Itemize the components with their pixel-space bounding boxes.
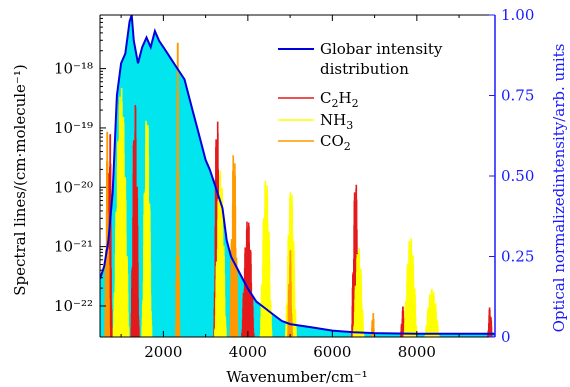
y-left-tick-label: 10⁻²¹	[54, 238, 93, 256]
band-CO-2	[229, 155, 239, 337]
right-y-axis-title: Optical normalizedintensity/arb. units	[550, 44, 568, 333]
legend-label-co2: CO2	[320, 132, 351, 153]
y-right-tick-label: 0	[501, 328, 511, 346]
legend: Globar intensity distribution C2H2 NH3 C…	[278, 40, 443, 153]
y-left-tick-label: 10⁻²⁰	[54, 178, 93, 196]
y-left-tick-label: 10⁻¹⁸	[54, 60, 93, 78]
left-y-axis-title: Spectral lines/(cm·molecule⁻¹)	[11, 64, 29, 295]
plot-area	[100, 15, 495, 337]
y-right-tick-label: 0.75	[501, 87, 534, 105]
legend-label-nh3: NH3	[320, 111, 353, 132]
y-left-tick-label: 10⁻²²	[54, 297, 93, 315]
x-axis-ticks: 2000 4000 6000 8000	[120, 15, 460, 361]
y-right-tick-label: 0.50	[501, 167, 534, 185]
x-tick-label: 8000	[398, 343, 436, 361]
x-tick-label: 4000	[229, 343, 267, 361]
band-NH-7	[424, 288, 440, 337]
y-right-tick-label: 0.25	[501, 248, 534, 266]
globar-fill-area	[100, 15, 495, 337]
band-CO-1	[175, 42, 181, 337]
right-y-axis-ticks: 0 0.25 0.50 0.75 1.00	[489, 6, 534, 346]
band-NH-1	[141, 120, 153, 337]
absorption-bands	[104, 42, 493, 337]
band-NH-3	[259, 180, 273, 337]
globar-intensity-line	[100, 15, 495, 335]
legend-label-globar-line2: distribution	[320, 60, 409, 78]
band-CH-1	[130, 105, 140, 337]
x-axis-title: Wavenumber/cm⁻¹	[226, 368, 367, 386]
legend-label-c2h2: C2H2	[320, 89, 359, 110]
x-tick-label: 2000	[144, 343, 182, 361]
band-NH-0	[112, 87, 130, 337]
y-right-tick-label: 1.00	[501, 6, 534, 24]
legend-label-globar-line1: Globar intensity	[320, 40, 443, 58]
x-tick-label: 6000	[313, 343, 351, 361]
y-left-tick-label: 10⁻¹⁹	[54, 119, 93, 137]
band-NH-6	[403, 238, 418, 337]
band-CH-3	[241, 221, 255, 337]
left-y-axis-ticks: 10⁻¹⁸ 10⁻¹⁹ 10⁻²⁰ 10⁻²¹ 10⁻²²	[54, 14, 106, 315]
